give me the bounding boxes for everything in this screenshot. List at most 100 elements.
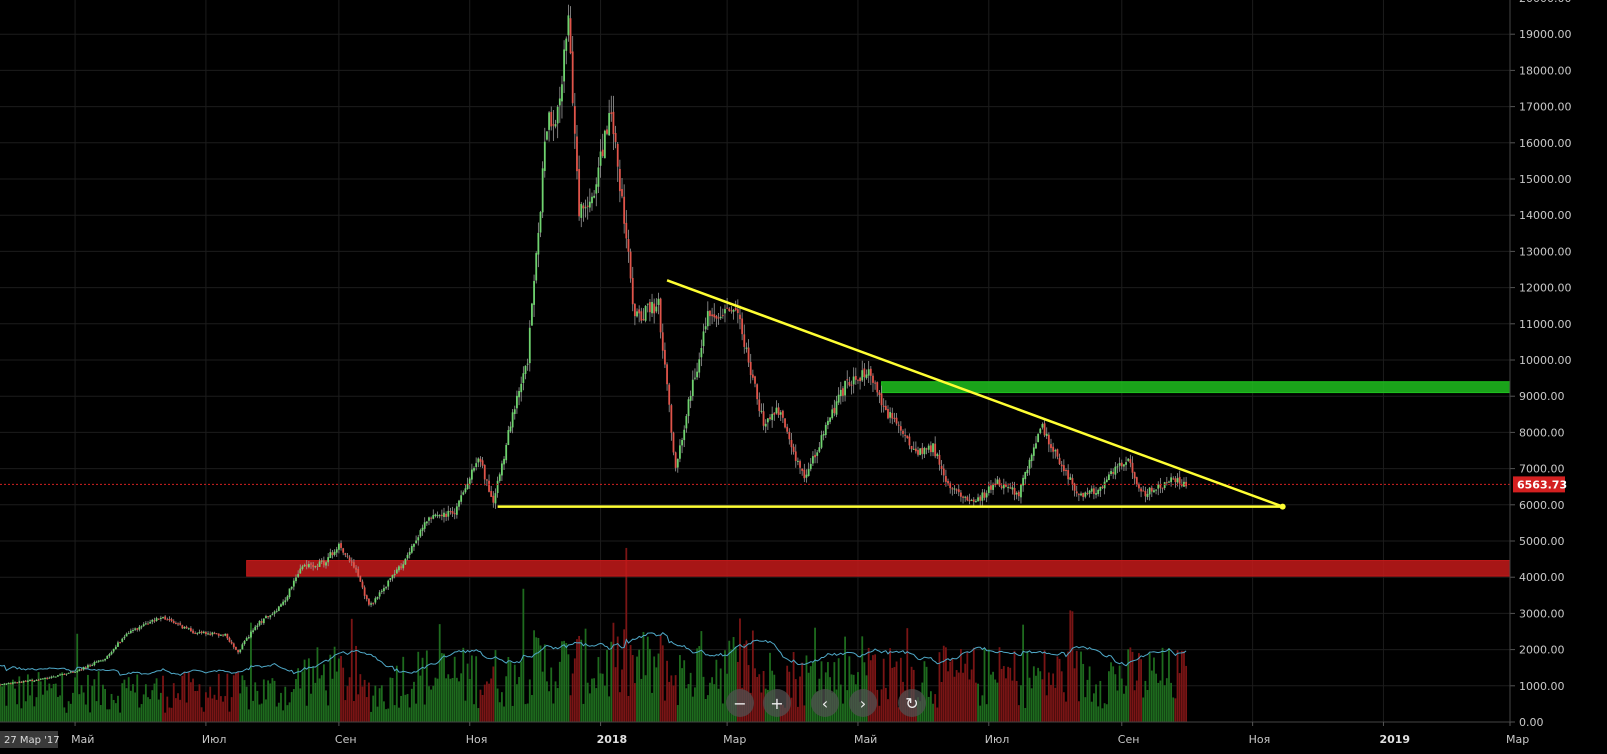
candle-body <box>430 517 433 519</box>
volume-bar <box>314 682 317 722</box>
volume-bar <box>1170 682 1173 722</box>
candle-body <box>760 410 763 412</box>
scroll-left-button[interactable]: ‹ <box>811 689 839 717</box>
candle-body <box>754 376 756 384</box>
volume-bar <box>621 669 623 722</box>
candle-body <box>1056 449 1059 457</box>
volume-bar <box>357 694 360 722</box>
volume-bar <box>22 682 25 722</box>
volume-bar <box>189 682 192 722</box>
volume-bar <box>837 658 840 722</box>
volume-bar <box>475 656 478 722</box>
candle-body <box>1028 459 1031 469</box>
volume-bar <box>149 699 152 722</box>
scroll-right-button[interactable]: › <box>849 689 877 717</box>
volume-bar <box>1086 679 1089 722</box>
candle-body <box>252 630 254 632</box>
volume-bar <box>387 708 390 722</box>
volume-bar <box>1039 671 1042 722</box>
candle-body <box>1176 478 1179 483</box>
volume-bar <box>711 677 714 722</box>
candle-body <box>142 624 145 627</box>
candle-body <box>891 412 894 419</box>
candle-body <box>322 560 325 566</box>
reset-icon: ↻ <box>905 693 919 713</box>
candle-body <box>565 38 568 51</box>
candle-body <box>196 632 199 634</box>
volume-bar <box>513 664 516 722</box>
candle-body <box>35 679 38 681</box>
zoom-in-button[interactable]: + <box>763 689 791 717</box>
volume-bar <box>271 678 274 722</box>
volume-bar <box>325 690 327 722</box>
volume-bar <box>132 684 134 722</box>
volume-bar <box>243 680 246 722</box>
volume-bar <box>93 679 96 722</box>
volume-bar <box>949 661 952 722</box>
candle-body <box>580 203 583 218</box>
volume-bar <box>331 678 334 722</box>
candle-body <box>644 305 647 321</box>
x-tick-label: 2019 <box>1379 733 1410 746</box>
candle-body <box>957 489 960 493</box>
candle-body <box>327 557 330 563</box>
candle-body <box>1088 490 1091 494</box>
volume-bar <box>1022 624 1025 722</box>
candle-body <box>1101 486 1104 488</box>
candle-body <box>288 588 291 598</box>
volume-bar <box>990 674 992 722</box>
volume-bar <box>972 647 975 722</box>
candle-body <box>106 655 109 659</box>
volume-bar <box>290 692 293 722</box>
volume-bar <box>269 683 272 722</box>
candle-body <box>104 658 106 661</box>
volume-bar <box>342 667 345 722</box>
candle-body <box>546 131 548 140</box>
candle-body <box>470 469 473 480</box>
volume-bar <box>938 652 941 722</box>
candle-body <box>138 626 141 630</box>
zoom-out-button[interactable]: − <box>726 689 754 717</box>
candle-body <box>282 601 285 605</box>
candle-body <box>194 632 197 634</box>
trendlines <box>0 279 1510 510</box>
volume-bar <box>14 688 16 722</box>
volume-bar <box>312 666 315 722</box>
volume-bar <box>1172 697 1175 722</box>
volume-bar <box>179 699 182 722</box>
volume-bar <box>166 696 169 722</box>
candle-body <box>498 474 501 481</box>
candle-body <box>256 625 259 627</box>
cursor-date-badge <box>0 731 58 748</box>
volume-bar <box>889 648 892 722</box>
candle-body <box>597 167 600 187</box>
candle-body <box>981 492 984 501</box>
candle-body <box>475 463 478 468</box>
volume-bar <box>144 684 147 722</box>
candle-body <box>157 618 160 620</box>
volume-bar <box>200 707 203 722</box>
volume-bar <box>1062 692 1065 722</box>
volume-bar <box>1060 671 1063 722</box>
x-tick-label: Май <box>854 733 877 746</box>
candle-body <box>307 564 310 568</box>
volume-bar <box>151 690 154 722</box>
volume-bar <box>460 673 463 722</box>
volume-bar <box>1125 685 1127 722</box>
candle-body <box>1082 493 1085 497</box>
reset-button[interactable]: ↻ <box>898 689 926 717</box>
volume-bar <box>576 639 578 722</box>
volume-bar <box>63 707 66 722</box>
volume-bar <box>691 696 694 722</box>
candle-body <box>983 492 986 498</box>
candle-body <box>846 379 849 381</box>
candle-body <box>775 407 778 414</box>
candle-body <box>904 434 907 436</box>
candle-body <box>63 674 66 676</box>
volume-bar <box>1024 707 1027 722</box>
volume-bar <box>39 681 42 722</box>
candle-body <box>850 384 853 386</box>
candle-body <box>509 426 512 432</box>
candle-body <box>496 480 499 494</box>
